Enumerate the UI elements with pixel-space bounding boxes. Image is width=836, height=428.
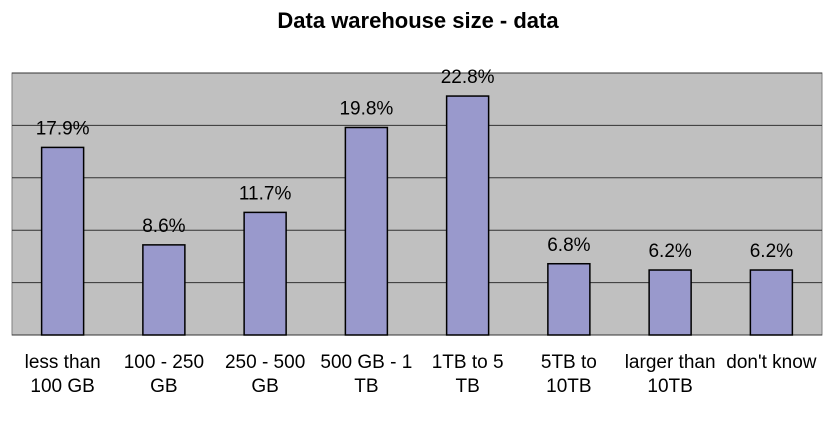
bar bbox=[40, 146, 85, 336]
bar bbox=[547, 262, 591, 336]
bar bbox=[445, 95, 490, 336]
chart-title: Data warehouse size - data bbox=[277, 8, 559, 33]
data-label: 11.7% bbox=[239, 183, 292, 204]
bar bbox=[142, 244, 186, 336]
data-label: 17.9% bbox=[36, 118, 90, 139]
x-tick-label: 250 - 500 GB bbox=[224, 352, 306, 397]
x-tick-label: 500 GB - 1 TB bbox=[320, 352, 413, 397]
bar bbox=[648, 269, 692, 336]
data-label: 6.8% bbox=[547, 235, 590, 256]
data-label: 22.8% bbox=[441, 67, 495, 88]
x-tick-label: 100 - 250 GB bbox=[123, 352, 205, 397]
data-label: 8.6% bbox=[142, 216, 185, 237]
x-tick-label: less than 100 GB bbox=[24, 352, 101, 397]
x-tick-label: don't know bbox=[726, 352, 817, 373]
data-label: 19.8% bbox=[339, 99, 393, 120]
bar bbox=[749, 269, 794, 336]
data-label: 6.2% bbox=[648, 241, 691, 262]
bar bbox=[344, 126, 389, 336]
bar bbox=[243, 211, 287, 336]
data-label: 6.2% bbox=[750, 241, 793, 262]
x-tick-label: larger than 10TB bbox=[624, 352, 716, 397]
plot-area bbox=[11, 72, 823, 336]
x-tick-label: 5TB to 10TB bbox=[540, 352, 597, 397]
x-tick-label: 1TB to 5 TB bbox=[431, 352, 504, 397]
